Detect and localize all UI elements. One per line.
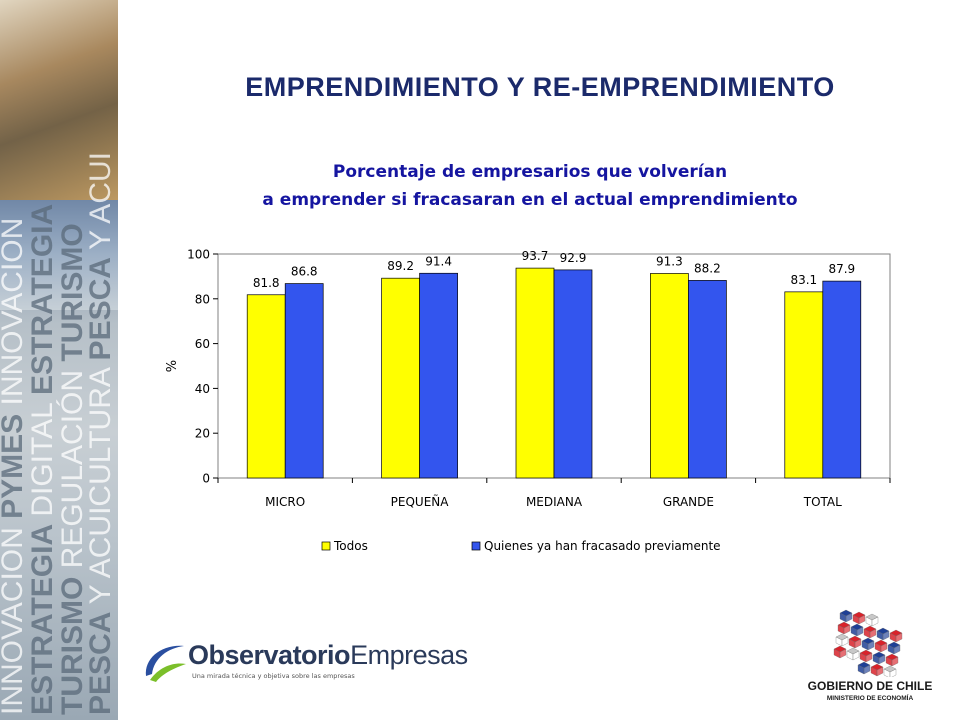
data-label: 87.9 (828, 262, 855, 276)
gobierno-cube-side (871, 616, 879, 627)
gobierno-cube-side (841, 636, 849, 647)
gobierno-cube-side (867, 640, 875, 651)
data-label: 91.4 (425, 254, 452, 268)
bar-todos-total (784, 291, 824, 479)
data-label: 92.9 (560, 251, 587, 265)
legend-label: Quienes ya han fracasado previamente (484, 539, 721, 553)
data-label: 86.8 (291, 265, 318, 279)
chart-subtitle: Porcentaje de empresarios que volverían … (190, 158, 870, 214)
legend-swatch (471, 541, 481, 551)
left-decorative-strip: INNOVACIÓN PYMES INNOVACIÓN ESTRATEGIA DI… (0, 0, 118, 720)
gobierno-cube-side (865, 652, 873, 663)
gobierno-de-chile-logo: GOBIERNO DE CHILE MINISTERIO DE ECONOMÍA (800, 605, 940, 710)
legend-swatch (321, 541, 331, 551)
gobierno-cube-side (891, 656, 899, 667)
gobierno-cube-side (869, 628, 877, 639)
gobierno-name: GOBIERNO DE CHILE (807, 679, 933, 693)
observatorio-empresas-logo: ObservatorioEmpresas Una mirada técnica … (140, 630, 468, 690)
y-tick-label: 40 (195, 382, 210, 396)
y-tick-label: 0 (202, 472, 210, 486)
bar-fracasado-mediana (553, 269, 593, 479)
x-tick-label: MICRO (265, 495, 305, 509)
gobierno-cube-side (876, 666, 884, 677)
y-tick-label: 80 (195, 292, 210, 306)
data-label: 83.1 (790, 273, 817, 287)
bar-todos-mediana (515, 267, 555, 479)
bar-fracasado-grande (688, 280, 727, 479)
observatorio-swoosh-icon (145, 645, 186, 682)
observatorio-tagline: Una mirada técnica y objetiva sobre las … (192, 672, 355, 680)
observatorio-wordmark: ObservatorioEmpresas (188, 640, 468, 671)
x-tick-label: MEDIANA (526, 495, 583, 509)
sidebar-keyword: PESCA Y ACUICULTURA PESCA Y ACUI (84, 152, 117, 715)
bar-todos-grande (650, 273, 689, 479)
data-label: 89.2 (387, 259, 414, 273)
data-label: 93.7 (522, 249, 549, 263)
chart-subtitle-line-2: a emprender si fracasaran en el actual e… (262, 190, 798, 210)
gobierno-cube-icon (833, 609, 903, 677)
gobierno-cube-side (858, 614, 866, 625)
y-tick-label: 100 (187, 248, 210, 262)
gobierno-cube-side (843, 624, 851, 635)
gobierno-cube-side (854, 638, 862, 649)
gobierno-cube-side (893, 644, 901, 655)
observatorio-wordmark-light: Empresas (350, 640, 468, 670)
gobierno-cube-side (863, 664, 871, 675)
x-tick-label: GRANDE (663, 495, 714, 509)
legend-label: Todos (333, 539, 368, 553)
slide-title: EMPRENDIMIENTO Y RE-EMPRENDIMIENTO (245, 72, 835, 102)
factory-workers-photo (0, 0, 118, 200)
gobierno-cube-side (839, 648, 847, 659)
gobierno-cube-side (880, 642, 888, 653)
gobierno-cube-side (845, 612, 853, 623)
bar-chart-svg: 0 20 40 60 80 100% 81.8 86.8 MICRO 89.2 91.4 PEQUEÑ… (165, 248, 891, 553)
sidebar-keywords: INNOVACIÓN PYMES INNOVACIÓN ESTRATEGIA DI… (0, 0, 118, 720)
data-label: 88.2 (694, 261, 721, 275)
y-axis-label: % (165, 360, 180, 372)
gobierno-ministry: MINISTERIO DE ECONOMÍA (826, 695, 914, 702)
x-tick-label: TOTAL (803, 495, 842, 509)
x-tick-label: PEQUEÑA (391, 494, 450, 509)
data-label: 81.8 (253, 276, 280, 290)
bar-fracasado-micro (284, 283, 324, 479)
sidebar-keyword: TURISMO REGULACIÓN TURISMO (56, 223, 89, 715)
gobierno-cube-side (883, 668, 891, 677)
observatorio-wordmark-bold: Observatorio (188, 640, 351, 670)
bar-chart: 0 20 40 60 80 100% 81.8 86.8 MICRO 89.2 91.4 PEQUEÑ… (150, 230, 910, 570)
sidebar-keyword: ESTRATEGIA DIGITAL ESTRATEGIA (26, 204, 59, 715)
solar-panels-photo (0, 200, 118, 310)
chart-subtitle-line-1: Porcentaje de empresarios que volverían (332, 162, 728, 182)
bar-todos-pequeña (381, 277, 420, 479)
gobierno-cube-side (895, 632, 903, 643)
bar-todos-micro (246, 294, 286, 479)
bar-fracasado-pequeña (419, 272, 458, 479)
bar-fracasado-total (822, 280, 862, 479)
y-tick-label: 60 (195, 337, 210, 351)
data-label: 91.3 (656, 254, 683, 268)
y-tick-label: 20 (195, 427, 210, 441)
gobierno-cube-side (889, 668, 897, 677)
sidebar-keyword: INNOVACIÓN PYMES INNOVACIÓN (0, 218, 29, 715)
gobierno-cube-side (856, 626, 864, 637)
gobierno-cube-side (882, 630, 890, 641)
gobierno-cube-side (852, 650, 860, 661)
gobierno-cube-side (878, 654, 886, 665)
